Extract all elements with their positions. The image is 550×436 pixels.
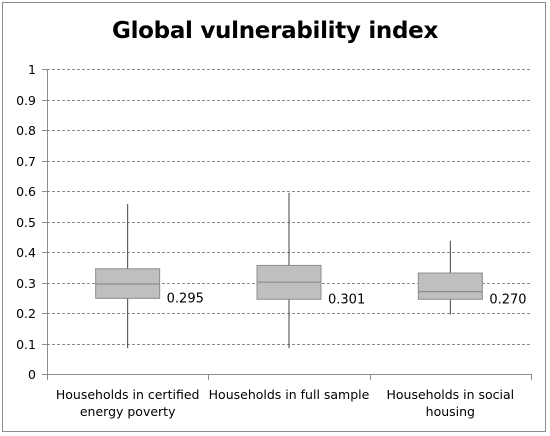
category-label: Households in certified [56,387,200,402]
y-tick-label: 0.8 [16,123,36,138]
y-tick-label: 0.2 [16,306,36,321]
category-labels: Households in certified energy poverty Hou… [56,387,514,419]
category-label: energy poverty [80,404,176,419]
box-2: 0.301 [256,192,365,349]
box-iqr [417,272,483,300]
axes [42,69,532,380]
chart-title: Global vulnerability index [112,18,438,44]
median-label: 0.295 [167,291,204,306]
category-label: housing [426,404,475,419]
y-tick-label: 0.5 [16,215,36,230]
box-1: 0.295 [95,204,204,349]
median-label: 0.301 [328,292,365,307]
boxes: 0.295 0.301 0.270 [95,192,527,349]
y-tick-label: 0.9 [16,93,36,108]
y-tick-label: 0 [28,367,36,382]
y-tick-label: 0.3 [16,276,36,291]
chart-frame [2,2,546,432]
y-tick-labels: 0 0.1 0.2 0.3 0.4 0.5 0.6 0.7 0.8 0.9 1 [16,62,36,382]
box-3: 0.270 [417,240,527,315]
median-label: 0.270 [489,292,526,307]
y-tick-label: 0.4 [16,245,36,260]
category-label: Households in social [387,387,515,402]
category-label: Households in full sample [209,387,370,402]
y-tick-label: 0.7 [16,154,36,169]
y-tick-label: 1 [28,62,36,77]
y-tick-label: 0.1 [16,337,36,352]
y-tick-label: 0.6 [16,184,36,199]
